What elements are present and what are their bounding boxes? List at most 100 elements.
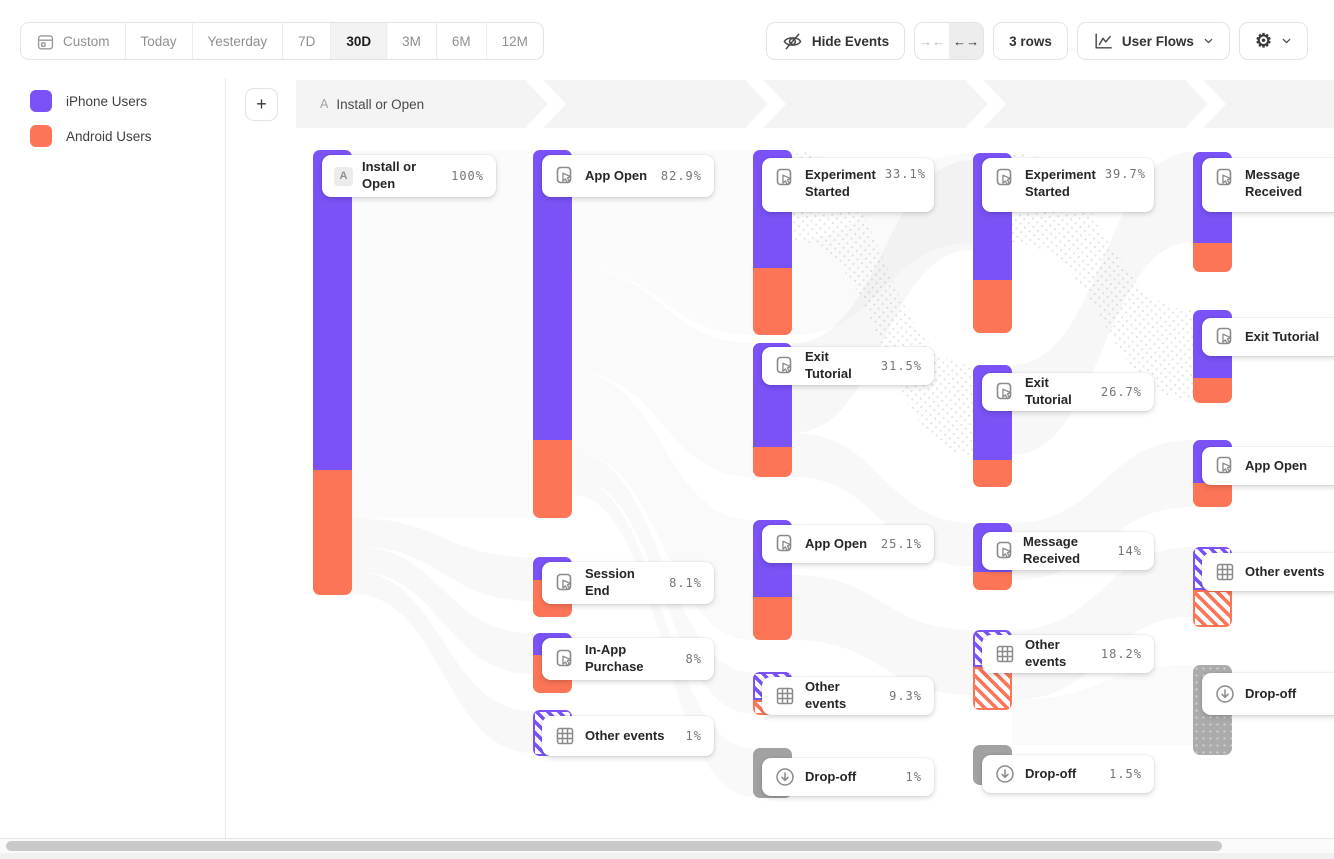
toolbar-right-group: Hide Events →← ←→ 3 rows User Flows [765, 22, 1308, 60]
node-percent: 8% [685, 652, 702, 666]
node-label: App Open [1245, 457, 1308, 473]
android-users-label: Android Users [66, 128, 152, 144]
step-header-band[interactable]: A Install or Open [296, 80, 1334, 128]
node-card-experiment-started[interactable]: Experiment Started 33.1% [762, 158, 934, 212]
bottom-strip [0, 853, 1334, 859]
add-step-button[interactable]: + [245, 88, 278, 121]
expand-icon: ←→ [953, 33, 980, 49]
node-percent: 39.7% [1104, 167, 1146, 181]
node-label: Drop-off [1245, 685, 1297, 701]
view-selector-button[interactable]: User Flows [1076, 22, 1230, 60]
node-percent: 1.5% [1109, 767, 1142, 781]
settings-button[interactable]: ⚙ [1238, 22, 1308, 60]
event-icon [1214, 326, 1236, 348]
rows-label: 3 rows [1009, 33, 1052, 49]
date-today-button[interactable]: Today [124, 23, 192, 59]
node-percent: 25.1% [880, 537, 922, 551]
iphone-users-label: iPhone Users [66, 93, 148, 109]
legend-item-iphone-users[interactable]: iPhone Users [30, 90, 152, 112]
node-card-message-received[interactable]: Message Received 14% [982, 532, 1154, 570]
node-label: Drop-off [805, 768, 857, 784]
node-card-other-events-3[interactable]: Other events 18.2% [982, 635, 1154, 673]
segment-android [973, 572, 1012, 590]
node-percent: 26.7% [1100, 385, 1142, 399]
node-card-drop-off-2[interactable]: Drop-off 1.5% [982, 755, 1154, 793]
node-card-drop-off-3[interactable]: Drop-off [1202, 673, 1334, 715]
date-custom-label: Custom [63, 33, 110, 49]
segment-android [313, 470, 352, 595]
eye-off-icon [783, 33, 802, 49]
node-label: Message Received [1245, 167, 1303, 199]
event-icon [554, 648, 576, 670]
node-percent: 8.1% [669, 576, 702, 590]
segment-android [753, 597, 792, 640]
expand-columns-button[interactable]: ←→ [949, 23, 984, 59]
node-card-other-events-2[interactable]: Other events 9.3% [762, 677, 934, 715]
rows-button[interactable]: 3 rows [993, 22, 1068, 60]
node-label: Message Received [1023, 534, 1081, 566]
gear-icon: ⚙ [1254, 30, 1272, 52]
node-percent: 1% [685, 729, 702, 743]
date-7d-button[interactable]: 7D [282, 23, 330, 59]
node-card-drop-off[interactable]: Drop-off 1% [762, 758, 934, 796]
event-icon [774, 533, 796, 555]
node-label: Exit Tutorial [1025, 375, 1072, 407]
node-card-app-open-2[interactable]: App Open 25.1% [762, 525, 934, 563]
node-percent: 9.3% [889, 689, 922, 703]
step-badge: A [320, 97, 329, 111]
node-label: Install or Open [362, 159, 417, 191]
hide-events-label: Hide Events [811, 33, 890, 49]
node-card-exit-tutorial-2[interactable]: Exit Tutorial 26.7% [982, 373, 1154, 411]
date-12m-button[interactable]: 12M [485, 23, 543, 59]
node-card-app-open-3[interactable]: App Open [1202, 447, 1334, 485]
collapse-columns-button[interactable]: →← [915, 23, 949, 59]
chevron-down-icon [1282, 38, 1291, 44]
node-bar-install-or-open[interactable] [313, 150, 352, 595]
node-label: Experiment Started [1025, 167, 1096, 199]
node-card-in-app-purchase[interactable]: In-App Purchase 8% [542, 638, 714, 680]
date-yesterday-button[interactable]: Yesterday [191, 23, 283, 59]
drop-off-icon [774, 766, 796, 788]
segment-android-hatched [973, 667, 1012, 710]
node-bar-app-open[interactable] [533, 150, 572, 518]
node-percent: 31.5% [880, 359, 922, 373]
node-label: Experiment Started [805, 167, 876, 199]
event-icon [554, 572, 576, 594]
step-1-header[interactable]: A Install or Open [320, 80, 424, 128]
other-events-grid-icon [774, 685, 796, 707]
date-3m-button[interactable]: 3M [386, 23, 436, 59]
node-card-message-received-2[interactable]: Message Received [1202, 158, 1334, 212]
toolbar: Custom Today Yesterday 7D 30D 3M 6M 12M … [0, 0, 1334, 78]
node-label: App Open [585, 167, 648, 183]
node-card-exit-tutorial[interactable]: Exit Tutorial 31.5% [762, 347, 934, 385]
chevron-down-icon [1204, 38, 1213, 44]
date-range-selector: Custom Today Yesterday 7D 30D 3M 6M 12M [20, 22, 544, 60]
node-card-exit-tutorial-3[interactable]: Exit Tutorial [1202, 318, 1334, 356]
date-custom-button[interactable]: Custom [21, 23, 125, 59]
node-card-session-end[interactable]: Session End 8.1% [542, 562, 714, 604]
date-30d-button[interactable]: 30D [330, 23, 387, 59]
plus-icon: + [256, 94, 267, 114]
hide-events-button[interactable]: Hide Events [765, 22, 906, 60]
event-icon [774, 167, 796, 189]
node-percent: 82.9% [660, 169, 702, 183]
node-label: Other events [805, 679, 847, 711]
flows-chart-icon [1095, 33, 1112, 49]
date-6m-button[interactable]: 6M [435, 23, 486, 59]
horizontal-scrollbar-thumb[interactable] [6, 841, 1222, 851]
node-card-experiment-started-2[interactable]: Experiment Started 39.7% [982, 158, 1154, 212]
node-percent: 100% [451, 169, 484, 183]
node-card-other-events[interactable]: Other events 1% [542, 716, 714, 756]
node-card-app-open[interactable]: App Open 82.9% [542, 155, 714, 197]
node-card-install-or-open[interactable]: A Install or Open 100% [322, 155, 496, 197]
event-icon [994, 381, 1016, 403]
horizontal-scrollbar-track[interactable] [0, 839, 1334, 853]
event-icon [1214, 167, 1236, 189]
node-card-other-events-4[interactable]: Other events [1202, 553, 1334, 591]
drop-off-icon [1214, 683, 1236, 705]
legend-item-android-users[interactable]: Android Users [30, 125, 152, 147]
node-bar-experiment-started-2[interactable] [973, 153, 1012, 333]
event-icon [994, 167, 1016, 189]
view-selector-label: User Flows [1121, 33, 1194, 49]
calendar-icon [37, 34, 54, 50]
